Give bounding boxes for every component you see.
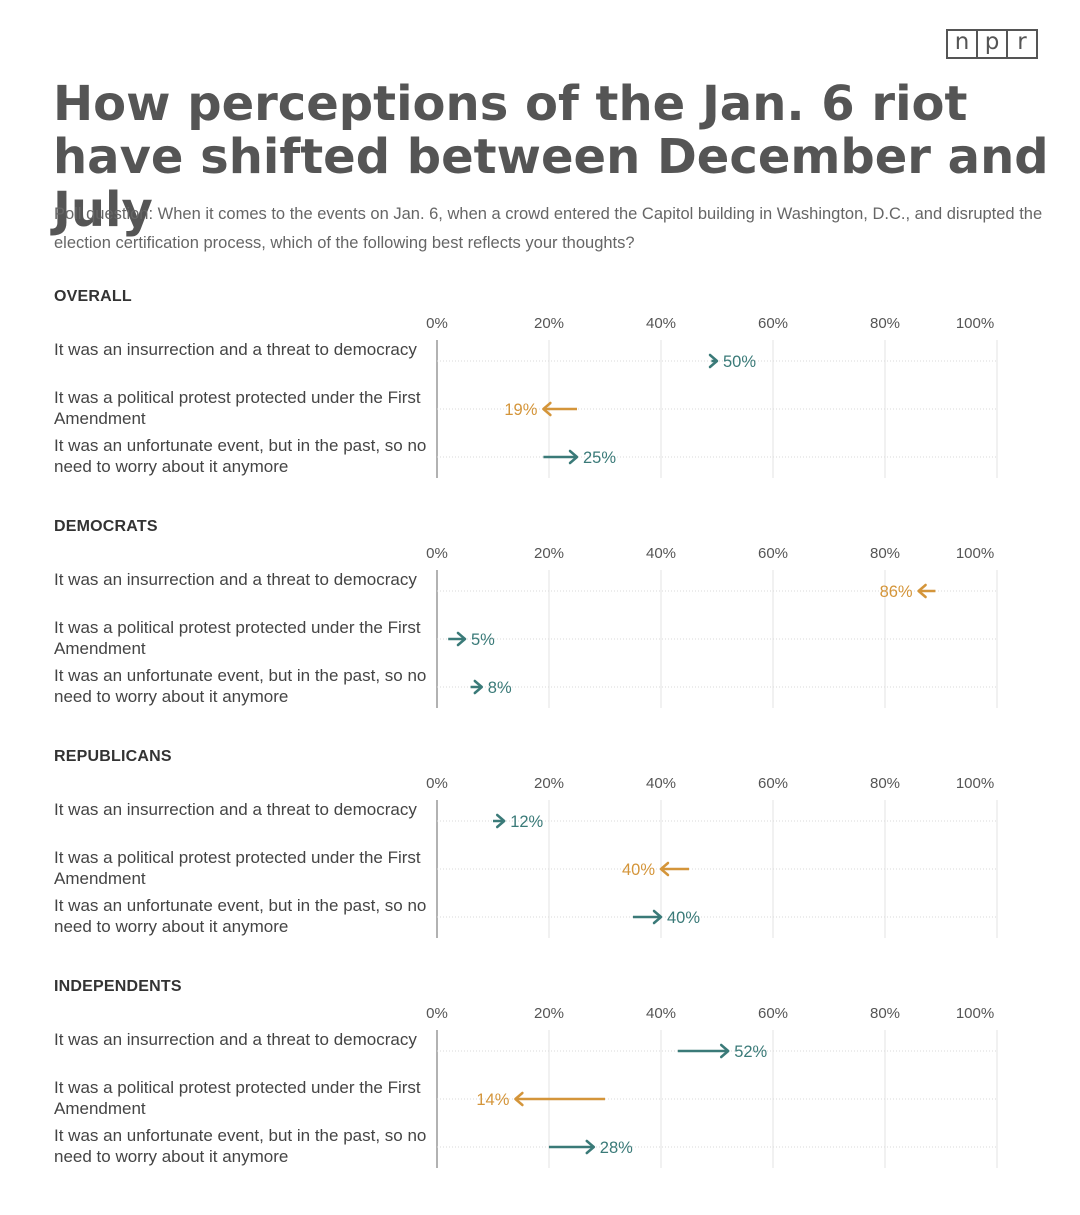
tick-label-republicans-0: 0% [426, 775, 448, 792]
tick-label-democrats-0: 0% [426, 545, 448, 562]
section-title-republicans: REPUBLICANS [54, 748, 172, 765]
tick-label-overall-20: 20% [534, 315, 564, 332]
arrow-head-overall-2 [568, 449, 579, 465]
chart-title: How perceptions of the Jan. 6 riot have … [53, 76, 1049, 238]
row-label-republicans-2: It was an unfortunate event, but in the … [54, 896, 427, 936]
arrow-head-independents-1 [514, 1091, 524, 1107]
row-label-independents-2: It was an unfortunate event, but in the … [54, 1126, 427, 1166]
tick-label-overall-40: 40% [646, 315, 676, 332]
tick-label-independents-40: 40% [646, 1005, 676, 1022]
value-label-republicans-1: 40% [622, 861, 655, 879]
arrow-head-overall-0 [708, 353, 719, 369]
row-label-republicans-0: It was an insurrection and a threat to d… [54, 800, 417, 819]
value-label-independents-2: 28% [600, 1139, 633, 1157]
row-label-democrats-2: It was an unfortunate event, but in the … [54, 666, 427, 706]
value-label-overall-2: 25% [583, 449, 616, 467]
tick-label-independents-80: 80% [870, 1005, 900, 1022]
section-title-democrats: DEMOCRATS [54, 518, 158, 535]
value-label-republicans-0: 12% [510, 813, 543, 831]
tick-label-independents-60: 60% [758, 1005, 788, 1022]
tick-label-overall-60: 60% [758, 315, 788, 332]
tick-label-republicans-20: 20% [534, 775, 564, 792]
tick-label-democrats-20: 20% [534, 545, 564, 562]
value-label-independents-1: 14% [476, 1091, 509, 1109]
value-label-overall-0: 50% [723, 353, 756, 371]
value-label-overall-1: 19% [504, 401, 537, 419]
value-label-democrats-1: 5% [471, 631, 495, 649]
tick-label-democrats-80: 80% [870, 545, 900, 562]
logo-letter-p: p [978, 31, 1008, 57]
logo-letter-r: r [1017, 29, 1027, 55]
tick-label-overall-0: 0% [426, 315, 448, 332]
row-label-republicans-1: It was a political protest protected und… [54, 848, 421, 888]
tick-label-democrats-60: 60% [758, 545, 788, 562]
tick-label-independents-20: 20% [534, 1005, 564, 1022]
tick-label-republicans-100: 100% [956, 775, 994, 792]
value-label-republicans-2: 40% [667, 909, 700, 927]
tick-label-overall-100: 100% [956, 315, 994, 332]
row-label-democrats-1: It was a political protest protected und… [54, 618, 421, 658]
tick-label-overall-80: 80% [870, 315, 900, 332]
section-title-overall: OVERALL [54, 288, 132, 305]
chart-subtitle: Poll question: When it comes to the even… [54, 205, 1043, 252]
logo-letter-n: n [948, 31, 978, 57]
row-label-overall-0: It was an insurrection and a threat to d… [54, 340, 417, 359]
row-label-independents-1: It was a political protest protected und… [54, 1078, 421, 1118]
tick-label-republicans-60: 60% [758, 775, 788, 792]
tick-label-republicans-80: 80% [870, 775, 900, 792]
arrow-head-independents-0 [719, 1043, 730, 1059]
value-label-independents-0: 52% [734, 1043, 767, 1061]
value-label-democrats-2: 8% [488, 679, 512, 697]
tick-label-republicans-40: 40% [646, 775, 676, 792]
section-title-independents: INDEPENDENTS [54, 978, 182, 995]
arrow-head-republicans-0 [495, 813, 506, 829]
arrow-head-democrats-1 [456, 631, 467, 647]
tick-label-democrats-40: 40% [646, 545, 676, 562]
arrow-head-independents-2 [585, 1139, 596, 1155]
tick-label-independents-0: 0% [426, 1005, 448, 1022]
arrow-head-overall-1 [542, 401, 552, 417]
tick-label-independents-100: 100% [956, 1005, 994, 1022]
row-label-overall-2: It was an unfortunate event, but in the … [54, 436, 427, 476]
row-label-democrats-0: It was an insurrection and a threat to d… [54, 570, 417, 589]
value-label-democrats-0: 86% [880, 583, 913, 601]
row-label-overall-1: It was a political protest protected und… [54, 388, 421, 428]
tick-label-democrats-100: 100% [956, 545, 994, 562]
arrow-head-democrats-2 [473, 679, 484, 695]
row-label-independents-0: It was an insurrection and a threat to d… [54, 1030, 417, 1049]
arrow-head-republicans-2 [652, 909, 663, 925]
npr-logo: n p r [946, 29, 1038, 59]
arrow-head-republicans-1 [659, 861, 670, 877]
arrow-head-democrats-0 [917, 583, 927, 599]
